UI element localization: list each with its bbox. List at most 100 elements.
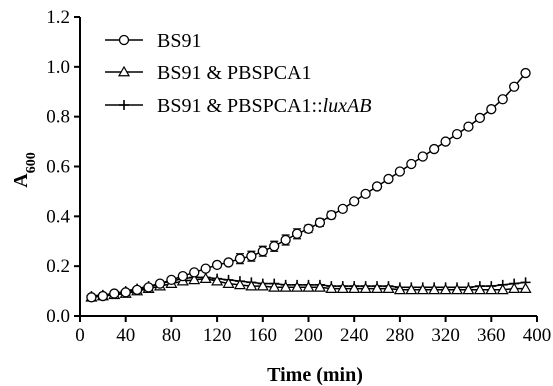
y-axis-title-sub: 600 [24,152,39,173]
legend-entry: BS91 & PBSPCA1::luxAB [105,95,372,117]
legend-entry: BS91 [105,30,201,52]
x-tick-label: 80 [162,325,181,346]
data-point [302,281,315,292]
data-point [291,228,303,239]
data-point [189,267,200,278]
data-point [222,277,235,288]
data-point [451,128,463,140]
data-point [303,223,314,234]
legend-entry: BS91 & PBSPCA1 [105,62,312,84]
data-point [337,203,348,215]
x-tick-label: 40 [116,325,135,346]
data-point [474,112,486,124]
legend-marker [117,65,131,77]
data-point [450,283,464,295]
data-point [417,151,428,162]
data-point [199,272,212,283]
data-point [497,94,508,105]
y-tick-label: 0.2 [46,256,70,277]
data-point [143,282,154,293]
x-tick-label: 240 [340,325,369,346]
data-point [314,217,326,228]
data-point [520,67,531,79]
data-point [166,274,177,286]
data-point [416,283,429,295]
data-point [382,282,395,293]
data-point [120,287,131,298]
y-tick-label: 0.0 [46,306,70,327]
x-axis-title: Time (min) [267,364,363,386]
data-point [393,283,406,295]
y-axis-title-main: A [10,173,32,188]
y-tick-label: 0.6 [46,157,70,178]
legend-marker [119,100,129,110]
x-tick-label: 360 [477,325,506,346]
data-point [508,282,521,293]
data-point [326,209,337,221]
data-point [440,136,451,147]
data-point [360,188,371,200]
data-point [371,282,384,293]
x-tick-label: 160 [249,325,278,346]
data-point [256,279,269,291]
legend-label: BS91 & PBSPCA1::luxAB [157,95,372,117]
x-tick-label: 0 [75,325,85,346]
legend-label-text: BS91 & PBSPCA1:: [157,95,323,117]
data-point [200,263,211,274]
legend-label: BS91 & PBSPCA1 [157,62,312,84]
legend-marker [118,34,130,46]
data-point [428,283,441,295]
data-point [234,253,246,264]
y-tick-label: 0.8 [46,107,70,128]
legend-label-text: BS91 & PBSPCA1 [157,62,312,84]
data-point [485,283,498,295]
data-point [291,281,304,292]
data-point [109,288,120,299]
x-tick-label: 120 [203,325,232,346]
data-point [348,282,361,293]
series-layer [85,67,532,303]
legend-label-text: BS91 [157,30,201,52]
data-point [246,251,257,262]
ticks-layer: 0 40 80 120 160 200 240 280 320 360 400 0.0 0.2 0.4 0.… [46,7,551,346]
data-point [154,278,166,289]
data-point [496,283,509,295]
data-point [473,283,486,295]
data-point [349,196,360,207]
data-point [429,143,440,155]
data-point [313,281,326,292]
data-point [406,158,417,170]
data-point [188,273,201,285]
data-point [269,241,280,252]
x-tick-label: 200 [294,325,323,346]
data-point [97,290,108,302]
x-tick-label: 280 [386,325,415,346]
data-point [233,278,246,290]
data-point [86,292,97,303]
data-point [268,281,281,292]
data-point [509,81,520,92]
data-point [486,104,497,115]
y-tick-label: 1.0 [46,57,70,78]
y-tick-label: 1.2 [46,7,70,28]
data-point [279,281,292,292]
data-point [211,274,224,286]
data-point [177,270,188,282]
x-tick-label: 400 [523,325,552,346]
data-point [359,282,372,293]
data-point [245,279,258,291]
data-point [131,284,143,295]
data-point [223,257,234,268]
data-point [405,283,418,295]
data-point [280,234,291,246]
data-point [519,282,532,293]
data-point [211,259,223,271]
data-point [257,246,268,257]
data-point [394,166,406,177]
legend-label-italic: luxAB [323,95,372,117]
legend-label: BS91 [157,30,201,52]
y-tick-label: 0.4 [46,206,70,227]
data-point [371,181,383,192]
